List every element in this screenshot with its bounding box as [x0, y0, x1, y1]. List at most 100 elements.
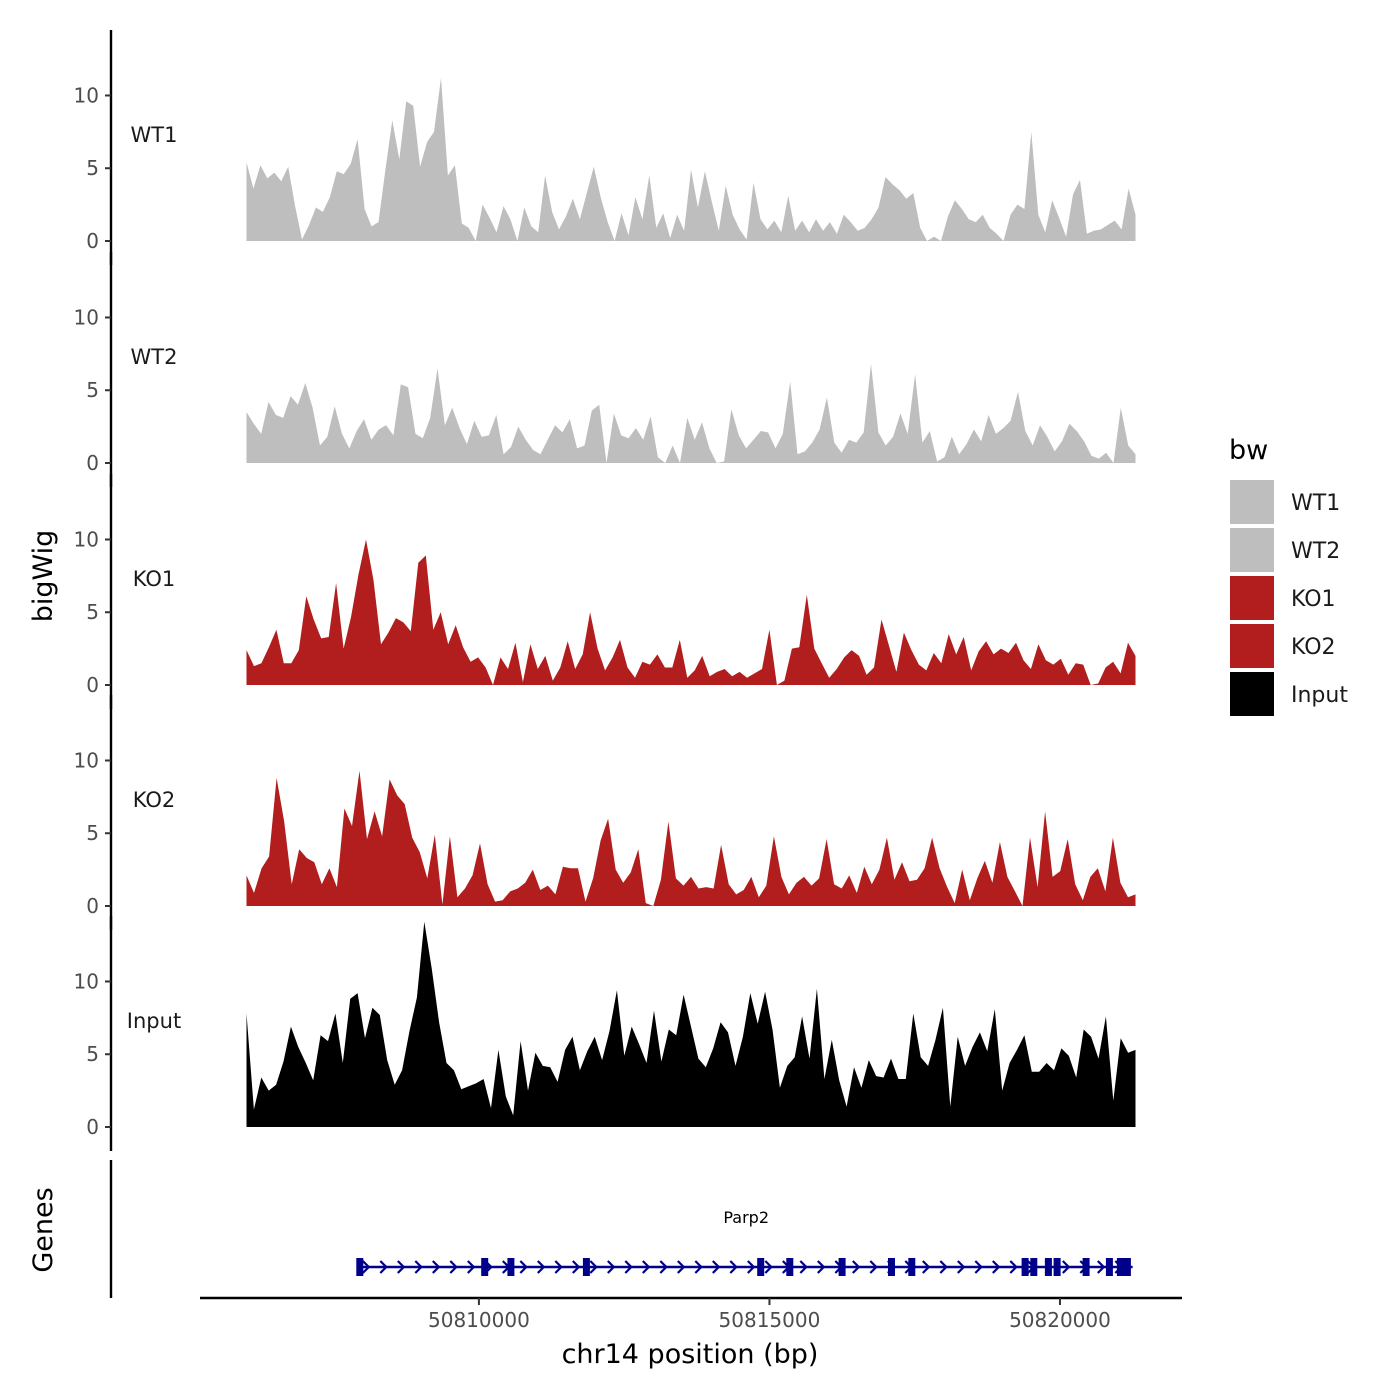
gene-track: Parp2 — [109, 1160, 1133, 1298]
strand-arrow — [799, 1260, 808, 1274]
x-axis: 50810000 50815000 50820000 — [200, 1296, 1182, 1332]
strand-arrow — [467, 1260, 476, 1274]
strand-arrow — [729, 1260, 738, 1274]
strand-arrow — [1009, 1260, 1018, 1274]
exon-block — [757, 1258, 765, 1276]
track-label-input: Input — [127, 1009, 181, 1033]
strand-arrow — [414, 1260, 423, 1274]
strand-arrow — [712, 1260, 721, 1274]
strand-arrow — [747, 1260, 756, 1274]
legend-swatch — [1230, 528, 1274, 572]
legend-item-wt2: WT2 — [1230, 528, 1340, 572]
track-ko1: 0 5 10 KO1 — [74, 474, 1136, 709]
strand-arrow — [554, 1260, 563, 1274]
strand-arrow — [869, 1260, 878, 1274]
exon-block — [507, 1258, 515, 1276]
strand-arrow — [589, 1260, 598, 1274]
legend-swatch — [1230, 672, 1274, 716]
strand-arrow — [537, 1260, 546, 1274]
legend-item-ko2: KO2 — [1230, 624, 1336, 668]
strand-arrow — [624, 1260, 633, 1274]
x-tick-label: 50820000 — [1009, 1308, 1111, 1332]
strand-arrow — [852, 1260, 861, 1274]
track-label-wt2: WT2 — [131, 345, 178, 369]
strand-arrow — [449, 1260, 458, 1274]
exon-block — [1053, 1258, 1061, 1276]
strand-arrow — [992, 1260, 1001, 1274]
legend: WT1 WT2 KO1 KO2 Input — [1230, 480, 1348, 716]
track-ko2: 0 5 10 KO2 — [74, 695, 1136, 930]
legend-title: bw — [1229, 435, 1268, 466]
y-tick-label: 0 — [86, 1115, 99, 1139]
track-label-ko1: KO1 — [133, 567, 176, 591]
tracks: 0 5 10 WT1 0 5 10 WT2 0 5 10 KO1 0 5 10 KO2 0 5 10 Input — [74, 30, 1136, 1151]
x-axis-title: chr14 position (bp) — [562, 1339, 819, 1370]
signal-area-ko1 — [246, 539, 1136, 685]
strand-arrow — [957, 1260, 966, 1274]
y-tick-label: 5 — [86, 821, 99, 845]
legend-label: KO1 — [1291, 587, 1336, 612]
y-tick-label: 0 — [86, 894, 99, 918]
legend-label: KO2 — [1291, 635, 1336, 660]
exon-block — [838, 1258, 846, 1276]
legend-item-ko1: KO1 — [1230, 576, 1336, 620]
y-tick-label: 10 — [74, 527, 99, 551]
exon-block — [356, 1258, 364, 1276]
exon-block — [1082, 1258, 1090, 1276]
exon-block — [1021, 1258, 1029, 1276]
signal-area-ko2 — [246, 770, 1136, 906]
exon-block — [908, 1258, 916, 1276]
exon-block — [582, 1258, 590, 1276]
legend-item-input: Input — [1230, 672, 1348, 716]
strand-arrow — [572, 1260, 581, 1274]
exon-block — [481, 1258, 489, 1276]
y-tick-label: 5 — [86, 378, 99, 402]
y-tick-label: 5 — [86, 600, 99, 624]
y-tick-label: 5 — [86, 1042, 99, 1066]
y-axis-title: bigWig — [28, 530, 59, 623]
strand-arrow — [432, 1260, 441, 1274]
exon-block — [1044, 1258, 1052, 1276]
track-label-wt1: WT1 — [131, 123, 178, 147]
genes-axis-title: Genes — [28, 1187, 59, 1272]
strand-arrow — [607, 1260, 616, 1274]
gene-parp2: Parp2 — [356, 1208, 1133, 1276]
strand-arrow — [1062, 1260, 1071, 1274]
legend-swatch — [1230, 576, 1274, 620]
strand-arrow — [677, 1260, 686, 1274]
strand-arrow — [694, 1260, 703, 1274]
strand-arrow — [519, 1260, 528, 1274]
strand-arrow — [922, 1260, 931, 1274]
exon-block — [1116, 1258, 1131, 1276]
strand-arrow — [939, 1260, 948, 1274]
signal-area-wt2 — [246, 364, 1136, 463]
y-tick-label: 0 — [86, 451, 99, 475]
x-tick-label: 50810000 — [428, 1308, 530, 1332]
y-tick-label: 10 — [74, 305, 99, 329]
legend-swatch — [1230, 480, 1274, 524]
legend-label: Input — [1291, 683, 1348, 708]
strand-arrow — [974, 1260, 983, 1274]
strand-arrow — [817, 1260, 826, 1274]
signal-area-input — [246, 921, 1136, 1127]
exon-block — [786, 1258, 794, 1276]
legend-label: WT2 — [1291, 539, 1340, 564]
y-tick-label: 10 — [74, 969, 99, 993]
strand-arrow — [379, 1260, 388, 1274]
exon-block — [1105, 1258, 1113, 1276]
y-tick-label: 5 — [86, 156, 99, 180]
legend-item-wt1: WT1 — [1230, 480, 1340, 524]
strand-arrow — [397, 1260, 406, 1274]
exon-block — [1030, 1258, 1038, 1276]
strand-arrow — [659, 1260, 668, 1274]
legend-label: WT1 — [1291, 491, 1340, 516]
y-tick-label: 0 — [86, 229, 99, 253]
gene-label: Parp2 — [723, 1208, 769, 1227]
y-tick-label: 10 — [74, 748, 99, 772]
signal-area-wt1 — [246, 78, 1136, 241]
legend-swatch — [1230, 624, 1274, 668]
x-tick-label: 50815000 — [719, 1308, 821, 1332]
y-tick-label: 0 — [86, 673, 99, 697]
strand-arrow — [1097, 1260, 1106, 1274]
